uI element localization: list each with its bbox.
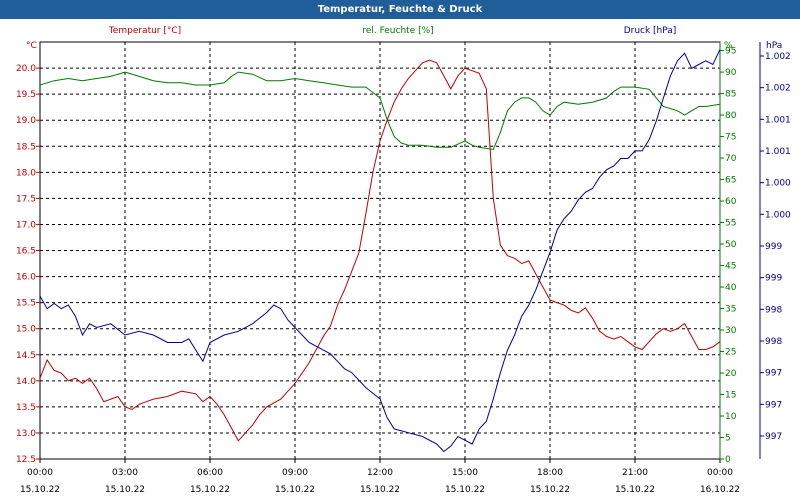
x-tick-date: 16.10.22 <box>700 485 740 495</box>
chart-background <box>0 19 800 500</box>
temperature-unit-label: °C <box>26 41 37 51</box>
pressure-tick-label: 1.001 <box>765 147 791 157</box>
temperature-tick-label: 20.0 <box>16 64 36 74</box>
x-tick-date: 15.10.22 <box>20 485 60 495</box>
humidity-tick-label: 25 <box>725 348 736 358</box>
pressure-tick-label: 1.001 <box>765 115 791 125</box>
pressure-tick-label: 999 <box>765 274 782 284</box>
pressure-axis-label: Druck [hPa] <box>624 26 677 36</box>
humidity-tick-label: 50 <box>725 240 737 250</box>
pressure-tick-label: 997 <box>765 432 782 442</box>
pressure-unit-label: hPa <box>766 41 782 51</box>
temperature-tick-label: 19.5 <box>16 90 36 100</box>
humidity-unit-label: % <box>724 41 733 51</box>
x-tick-time: 21:00 <box>622 468 648 478</box>
temperature-tick-label: 19.0 <box>16 116 36 126</box>
temperature-tick-label: 16.0 <box>16 273 36 283</box>
x-tick-date: 15.10.22 <box>190 485 230 495</box>
humidity-tick-label: 60 <box>725 197 737 207</box>
temperature-tick-label: 13.5 <box>16 403 36 413</box>
temperature-tick-label: 12.5 <box>16 455 36 465</box>
humidity-tick-label: 0 <box>725 455 731 465</box>
pressure-tick-label: 1.000 <box>765 210 791 220</box>
humidity-tick-label: 85 <box>725 90 736 100</box>
temperature-series-line <box>40 59 720 442</box>
pressure-tick-label: 997 <box>765 369 782 379</box>
x-tick-time: 03:00 <box>112 468 138 478</box>
pressure-tick-label: 999 <box>765 242 782 252</box>
humidity-tick-label: 70 <box>725 154 737 164</box>
humidity-tick-label: 95 <box>725 47 736 57</box>
x-tick-date: 15.10.22 <box>105 485 145 495</box>
x-tick-time: 18:00 <box>537 468 563 478</box>
humidity-tick-label: 75 <box>725 133 736 143</box>
humidity-tick-label: 40 <box>725 283 737 293</box>
humidity-tick-label: 45 <box>725 262 736 272</box>
temperature-tick-label: 18.5 <box>16 142 36 152</box>
x-tick-date: 15.10.22 <box>360 485 400 495</box>
x-tick-date: 15.10.22 <box>615 485 655 495</box>
humidity-tick-label: 10 <box>725 412 737 422</box>
x-tick-date: 15.10.22 <box>445 485 485 495</box>
x-tick-date: 15.10.22 <box>275 485 315 495</box>
humidity-tick-label: 5 <box>725 434 731 444</box>
pressure-series-line <box>40 49 720 453</box>
pressure-tick-label: 1.002 <box>765 52 791 62</box>
x-tick-date: 15.10.22 <box>530 485 570 495</box>
humidity-axis-label: rel. Feuchte [%] <box>362 26 433 36</box>
humidity-tick-label: 80 <box>725 111 737 121</box>
window-title: Temperatur, Feuchte & Druck <box>0 0 800 19</box>
pressure-tick-label: 1.000 <box>765 179 791 189</box>
temperature-tick-label: 17.5 <box>16 194 36 204</box>
humidity-tick-label: 15 <box>725 391 736 401</box>
humidity-series-line <box>40 71 720 151</box>
temperature-tick-label: 18.0 <box>16 168 36 178</box>
series <box>40 49 720 453</box>
pressure-tick-label: 997 <box>765 400 782 410</box>
temperature-axis-label: Temperatur [°C] <box>108 26 181 36</box>
temperature-tick-label: 15.5 <box>16 299 36 309</box>
x-tick-time: 06:00 <box>197 468 223 478</box>
x-tick-time: 12:00 <box>367 468 393 478</box>
axes: 12.5 13.0 13.5 14.0 14.5 15.0 15.5 16.0 16.5 17.0… <box>16 42 791 495</box>
x-tick-time: 00:00 <box>27 468 53 478</box>
x-tick-time: 09:00 <box>282 468 308 478</box>
pressure-tick-label: 998 <box>765 337 782 347</box>
humidity-tick-label: 90 <box>725 68 737 78</box>
temperature-tick-label: 13.0 <box>16 429 36 439</box>
pressure-tick-label: 1.002 <box>765 84 791 94</box>
temperature-tick-label: 14.5 <box>16 351 36 361</box>
x-tick-time: 00:00 <box>707 468 733 478</box>
humidity-tick-label: 55 <box>725 219 736 229</box>
humidity-tick-label: 20 <box>725 369 737 379</box>
temperature-tick-label: 14.0 <box>16 377 36 387</box>
temperature-tick-label: 16.5 <box>16 247 36 257</box>
humidity-tick-label: 65 <box>725 176 736 186</box>
pressure-tick-label: 998 <box>765 305 782 315</box>
humidity-tick-label: 35 <box>725 305 736 315</box>
temperature-tick-label: 15.0 <box>16 325 36 335</box>
humidity-tick-label: 30 <box>725 326 737 336</box>
x-tick-time: 15:00 <box>452 468 478 478</box>
temperature-tick-label: 17.0 <box>16 220 36 230</box>
